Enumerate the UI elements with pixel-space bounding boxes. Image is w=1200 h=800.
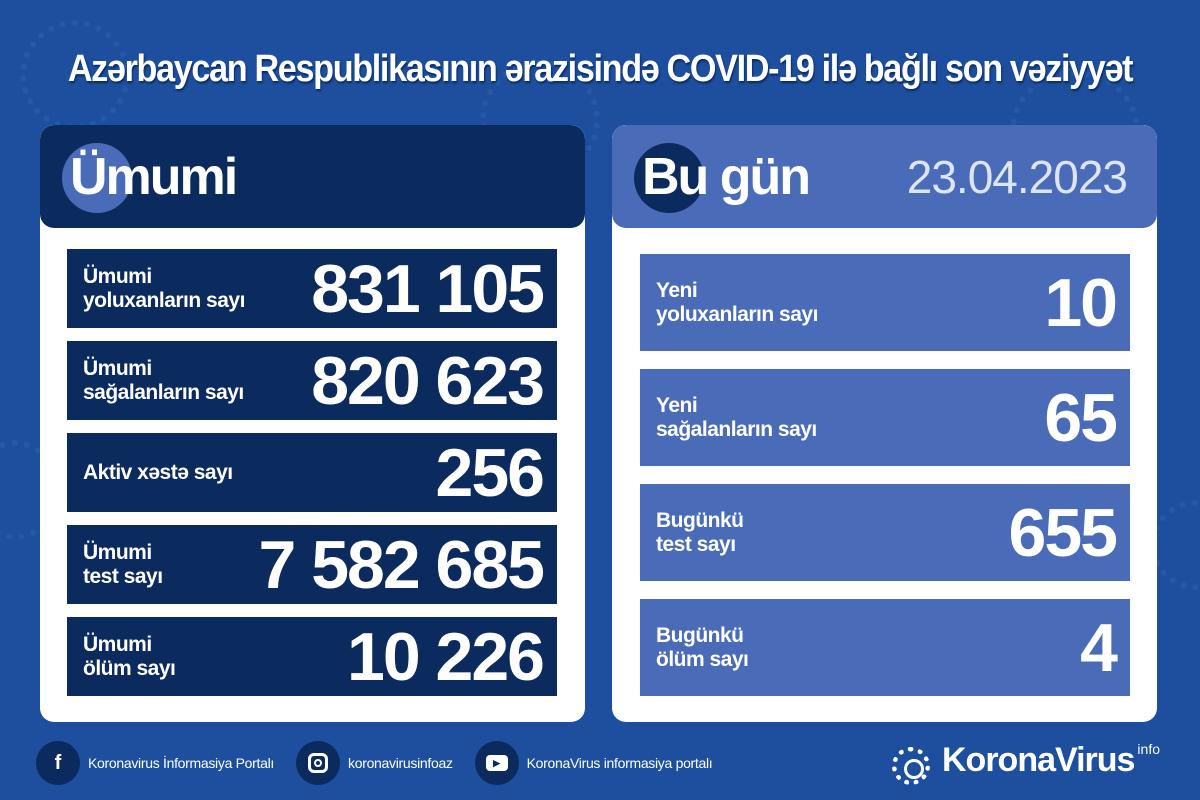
today-panel: Bu gün 23.04.2023 Yeni yoluxanların sayı 1… xyxy=(612,125,1157,722)
label-text: KoronaVirus informasiya portalı xyxy=(526,755,713,771)
stat-value: 831 105 xyxy=(311,250,545,327)
youtube-link[interactable]: ▶ KoronaVirus informasiya portalı xyxy=(474,741,713,785)
label-text: Ümumi xyxy=(83,540,152,564)
virus-icon xyxy=(634,143,704,213)
total-heading: Ümumi xyxy=(70,147,238,206)
label-text: ölüm sayı xyxy=(83,656,176,680)
stat-value: 10 xyxy=(1044,264,1118,341)
virus-decoration xyxy=(1150,500,1200,590)
label-text: sağalanların sayı xyxy=(656,417,817,441)
stat-row: Bugünkü ölüm sayı 4 xyxy=(640,599,1130,696)
label-text: Yeni xyxy=(656,278,698,302)
koronavirus-logo: KoronaVirus info xyxy=(892,741,1160,785)
today-header: Bu gün 23.04.2023 xyxy=(612,125,1157,228)
stat-value: 10 226 xyxy=(347,618,545,695)
youtube-icon: ▶ xyxy=(474,741,519,785)
today-heading: Bu gün xyxy=(642,147,811,206)
label-text: Ümumi xyxy=(83,632,152,656)
label-text: Bugünkü xyxy=(656,508,744,532)
label-text: info xyxy=(1137,741,1160,757)
label-text: koronavirusinfoaz xyxy=(348,755,453,771)
stat-row: Ümumi test sayı 7 582 685 xyxy=(67,525,557,604)
stat-row: Yeni sağalanların sayı 65 xyxy=(640,369,1130,466)
label-text: Ümumi xyxy=(83,356,152,380)
facebook-link[interactable]: f Koronavirus İnformasiya Portalı xyxy=(36,741,274,785)
label-text: Ümumi xyxy=(83,264,152,288)
label-text: Yeni xyxy=(656,393,698,417)
label-text: yoluxanların sayı xyxy=(83,288,245,312)
label-text: Koronavirus İnformasiya Portalı xyxy=(88,755,275,771)
stat-row: Aktiv xəstə sayı 256 xyxy=(67,433,557,512)
total-panel: Ümumi Ümumi yoluxanların sayı 831 105 Ümum… xyxy=(40,125,585,722)
stat-row: Ümumi sağalanların sayı 820 623 xyxy=(67,341,557,420)
stat-value: 655 xyxy=(1008,494,1118,571)
stat-value: 4 xyxy=(1080,609,1118,686)
stat-row: Bugünkü test sayı 655 xyxy=(640,484,1130,581)
label-text: sağalanların sayı xyxy=(83,380,244,404)
label-text: Bugünkü xyxy=(656,623,744,647)
stat-value: 820 623 xyxy=(311,342,545,419)
virus-icon xyxy=(62,143,132,213)
stat-row: Yeni yoluxanların sayı 10 xyxy=(640,254,1130,351)
stat-value: 256 xyxy=(435,434,545,511)
instagram-link[interactable]: koronavirusinfoaz xyxy=(296,741,453,785)
total-header: Ümumi xyxy=(40,125,585,228)
sun-logo-icon xyxy=(892,747,930,785)
stat-value: 7 582 685 xyxy=(258,526,545,603)
label-text: KoronaVirus xyxy=(942,741,1135,779)
stat-row: Ümumi ölüm sayı 10 226 xyxy=(67,617,557,696)
stat-row: Ümumi yoluxanların sayı 831 105 xyxy=(67,249,557,328)
label-text: yoluxanların sayı xyxy=(656,302,818,326)
report-date: 23.04.2023 xyxy=(906,150,1128,203)
facebook-icon: f xyxy=(36,741,80,785)
label-text: ölüm sayı xyxy=(656,647,749,671)
label-text: test sayı xyxy=(83,564,163,588)
page-title: Azərbaycan Respublikasının ərazisində CO… xyxy=(67,48,1134,90)
label-text: test sayı xyxy=(656,532,736,556)
stat-value: 65 xyxy=(1044,379,1118,456)
footer: f Koronavirus İnformasiya Portalı koronav… xyxy=(36,738,1160,788)
instagram-icon xyxy=(296,741,341,785)
label-text: Aktiv xəstə sayı xyxy=(83,460,233,484)
